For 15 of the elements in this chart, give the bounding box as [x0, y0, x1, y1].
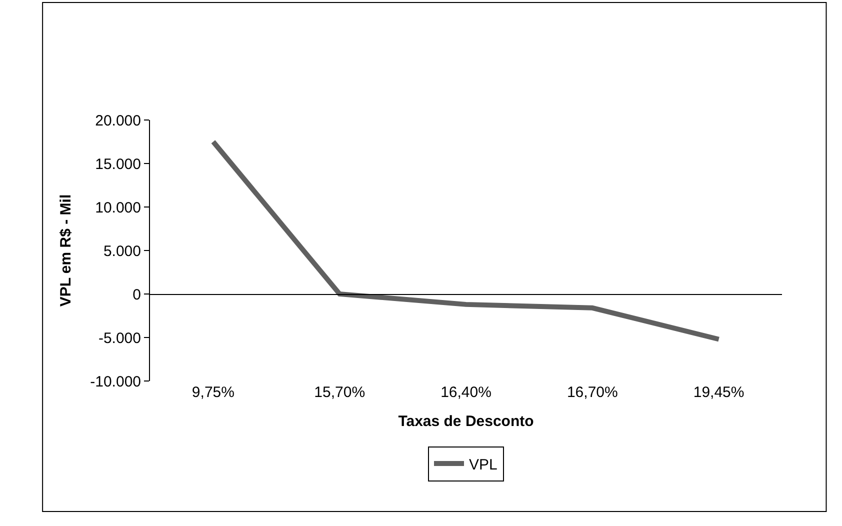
y-tick-label: -5.000 [98, 330, 141, 347]
x-tick-label: 9,75% [192, 384, 234, 401]
y-tick-label: 20.000 [95, 112, 141, 130]
x-tick-label: 19,45% [693, 384, 744, 401]
y-tick-label: -10.000 [90, 373, 141, 390]
y-tick-label: 5.000 [103, 242, 141, 260]
y-tick-label: 0 [132, 286, 141, 304]
y-axis-title: VPL em R$ - Mil [57, 194, 74, 307]
legend-label: VPL [469, 456, 498, 474]
x-tick-label: 16,40% [440, 384, 492, 401]
y-tick-label: 10.000 [95, 199, 141, 216]
x-tick-label: 15,70% [314, 384, 366, 401]
x-tick-label: 16,70% [566, 384, 618, 401]
y-tick-label: 15.000 [95, 156, 141, 173]
x-axis-title: Taxas de Desconto [398, 413, 534, 430]
